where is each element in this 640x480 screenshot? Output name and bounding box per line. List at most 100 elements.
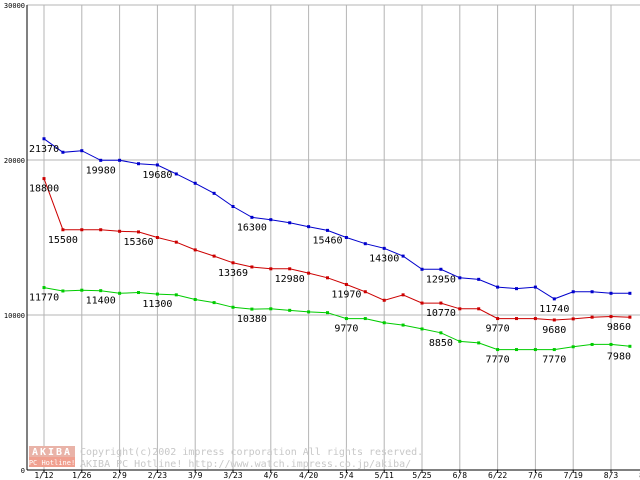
green-data-label: 11400: [86, 296, 116, 307]
green-point: [326, 311, 329, 315]
blue-data-label: 19980: [86, 165, 116, 176]
red-point: [628, 315, 632, 319]
blue-data-label: 12950: [426, 274, 456, 285]
y-tick-label: 30000: [4, 2, 25, 10]
green-point: [155, 292, 159, 296]
data-labels-layer: 21370 19980 19680 16300 15460 14300 12950 11740…: [29, 144, 631, 366]
red-point: [137, 230, 140, 234]
red-point: [477, 307, 481, 311]
y-tick-labels: 0 10000 20000 30000: [4, 2, 25, 475]
green-data-label: 7980: [607, 351, 631, 362]
green-point: [458, 339, 462, 343]
x-tick-label: 2/23: [148, 471, 167, 480]
series-layer: [42, 137, 632, 352]
green-data-label: 7770: [542, 355, 566, 366]
blue-point: [439, 267, 443, 271]
green-data-label: 7770: [486, 355, 510, 366]
green-point: [401, 323, 405, 327]
green-data-label: 11300: [142, 299, 172, 310]
green-point: [496, 348, 500, 352]
blue-point: [212, 191, 216, 195]
green-point: [590, 342, 594, 346]
y-tick-label: 0: [21, 467, 25, 475]
x-tick-label: 4/20: [299, 471, 318, 480]
green-point: [250, 307, 254, 311]
x-tick-label: 1/26: [72, 471, 91, 480]
blue-point: [288, 221, 292, 225]
red-data-label: 9860: [607, 322, 631, 333]
blue-point: [231, 205, 235, 208]
blue-point: [496, 285, 500, 289]
red-point: [609, 315, 613, 319]
red-point: [288, 267, 292, 271]
red-data-label: 13369: [218, 268, 248, 279]
green-point: [420, 327, 424, 331]
blue-point: [420, 267, 424, 271]
blue-point: [401, 254, 405, 258]
x-tick-label: 2/9: [112, 471, 127, 480]
akiba-logo-subtext: PC Hotline!: [29, 459, 75, 467]
red-point: [382, 298, 386, 302]
blue-point: [533, 285, 537, 289]
red-data-label: 12980: [275, 274, 305, 285]
blue-point: [269, 218, 273, 222]
blue-data-label: 21370: [29, 144, 59, 155]
blue-point: [590, 290, 594, 294]
green-point: [80, 288, 84, 292]
grid: [27, 4, 640, 473]
x-tick-label: 6/8: [453, 471, 468, 480]
green-point: [307, 310, 311, 314]
x-tick-label: 3/23: [223, 471, 242, 480]
blue-point: [99, 158, 103, 162]
green-point: [137, 291, 140, 295]
red-point: [99, 228, 103, 232]
blue-point: [61, 150, 65, 154]
green-point: [174, 293, 178, 297]
green-point: [609, 342, 613, 346]
x-tick-label: 8/3: [604, 471, 619, 480]
green-point: [61, 289, 65, 293]
blue-point: [80, 149, 84, 153]
blue-point: [42, 137, 46, 141]
green-point: [212, 301, 216, 305]
blue-series-line: [43, 138, 630, 300]
green-point: [515, 348, 518, 352]
red-data-label: 9770: [486, 324, 510, 335]
blue-point: [477, 277, 481, 281]
red-point: [174, 240, 178, 244]
x-tick-label: 7/19: [564, 471, 583, 480]
copyright-line: Copyright(c)2002 impress corporation All…: [80, 447, 423, 458]
red-point: [307, 271, 311, 275]
blue-point: [326, 228, 329, 232]
blue-point: [344, 236, 348, 239]
blue-point: [458, 276, 462, 280]
akiba-logo-top: [29, 446, 75, 457]
x-tick-label: 5/4: [339, 471, 354, 480]
green-point: [552, 348, 556, 352]
green-point: [99, 289, 103, 293]
akiba-logo-text: AKIBA: [32, 447, 72, 458]
red-point: [269, 267, 273, 271]
red-point: [458, 307, 462, 311]
green-point: [269, 307, 273, 311]
blue-data-label: 14300: [369, 253, 399, 264]
red-point: [552, 318, 556, 322]
blue-point: [137, 162, 140, 166]
red-point: [42, 177, 46, 181]
red-point: [212, 254, 216, 258]
green-data-label: 9770: [334, 324, 358, 335]
blue-data-label: 15460: [312, 235, 342, 246]
x-tick-label: 3/9: [188, 471, 203, 480]
red-data-label: 15500: [48, 235, 78, 246]
red-point: [439, 301, 443, 305]
red-data-label: 10770: [426, 308, 456, 319]
y-tick-label: 10000: [4, 312, 25, 320]
green-series-line: [43, 287, 630, 351]
blue-point: [307, 225, 311, 229]
green-point: [477, 341, 481, 345]
axes: [26, 5, 640, 471]
green-point: [118, 291, 122, 295]
x-tick-labels: 1/12 1/26 2/9 2/23 3/9 3/23 4/6 4/20 5/4 5/11 5/25…: [34, 471, 640, 480]
blue-point: [193, 181, 197, 185]
x-tick-label: 1/12: [34, 471, 53, 480]
